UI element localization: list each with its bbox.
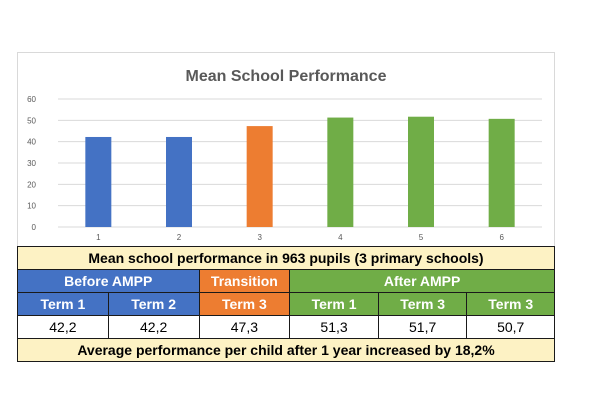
group-header: Before AMPP <box>17 269 200 293</box>
value-cell: 50,7 <box>466 315 555 339</box>
term-header: Term 1 <box>289 292 379 316</box>
bar-3 <box>246 126 273 227</box>
y-tick-label: 60 <box>27 95 36 104</box>
x-tick-label: 1 <box>96 233 101 242</box>
term-header: Term 2 <box>107 292 200 316</box>
value-cell: 42,2 <box>17 315 109 339</box>
term-header: Term 3 <box>377 292 468 316</box>
y-tick-label: 0 <box>32 223 37 232</box>
x-tick-label: 4 <box>338 233 343 242</box>
bar-4 <box>327 117 354 227</box>
term-header: Term 3 <box>198 292 291 316</box>
value-cell: 51,3 <box>289 315 379 339</box>
bar-2 <box>166 136 192 227</box>
bar-6 <box>488 118 515 227</box>
chart-title: Mean School Performance <box>186 68 387 85</box>
x-tick-label: 3 <box>257 233 262 242</box>
value-cell: 47,3 <box>198 315 291 339</box>
bar-5 <box>408 116 434 227</box>
table-footer: Average performance per child after 1 ye… <box>17 338 555 362</box>
y-tick-label: 30 <box>27 159 36 168</box>
value-cell: 51,7 <box>377 315 468 339</box>
y-tick-label: 20 <box>27 180 36 189</box>
y-tick-label: 50 <box>27 116 36 125</box>
y-tick-label: 10 <box>27 202 36 211</box>
group-header: After AMPP <box>289 269 555 293</box>
term-header: Term 1 <box>17 292 109 316</box>
x-tick-label: 6 <box>499 233 504 242</box>
bar-1 <box>85 136 112 227</box>
x-tick-label: 5 <box>419 233 424 242</box>
table-title: Mean school performance in 963 pupils (3… <box>17 246 555 270</box>
term-header: Term 3 <box>466 292 555 316</box>
bar-chart: Mean School Performance 0 10 20 30 40 50 60 1 2 3… <box>27 68 542 242</box>
value-cell: 42,2 <box>107 315 200 339</box>
x-tick-label: 2 <box>177 233 182 242</box>
chart-panel: Mean School Performance 0 10 20 30 40 50 60 1 2 3… <box>17 52 555 248</box>
group-header: Transition <box>198 269 291 293</box>
y-tick-label: 40 <box>27 138 36 147</box>
performance-table: Mean school performance in 963 pupils (3… <box>17 246 555 362</box>
